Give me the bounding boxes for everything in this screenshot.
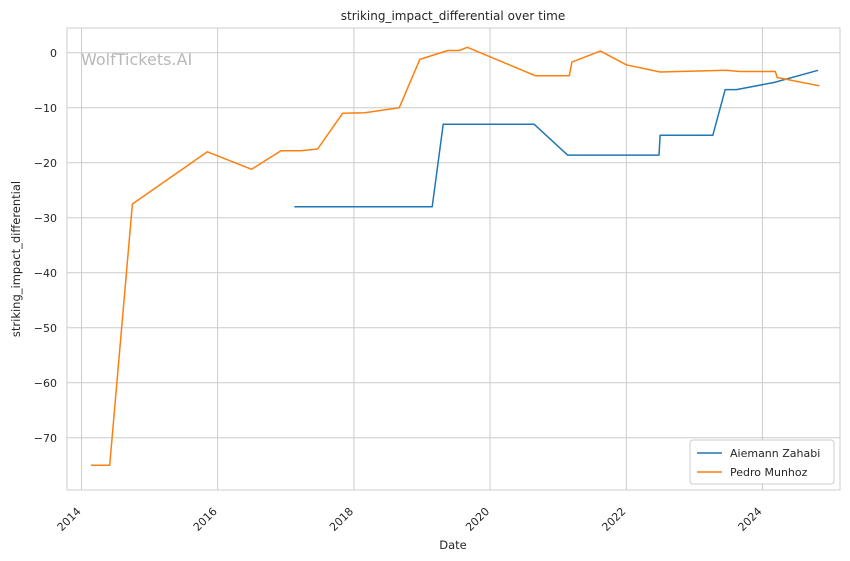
y-axis-label: striking_impact_differential	[9, 181, 23, 337]
y-tick-label: −50	[34, 322, 57, 335]
x-axis-label: Date	[439, 538, 467, 552]
series-line-1	[90, 46, 820, 467]
series-layer	[90, 46, 820, 467]
legend-frame	[689, 439, 835, 485]
y-tick-label: −70	[34, 432, 57, 445]
legend-label-1: Pedro Munhoz	[730, 466, 808, 479]
plot-area: WolfTickets.AI	[66, 27, 841, 491]
y-tick-label: −10	[34, 102, 57, 115]
legend-label-0: Aiemann Zahabi	[730, 447, 820, 460]
y-tick-label: 0	[50, 47, 57, 60]
series-line-0	[294, 69, 819, 208]
grid-lines	[67, 28, 840, 490]
y-tick-label: −20	[34, 157, 57, 170]
chart-title: striking_impact_differential over time	[341, 9, 566, 23]
y-tick-label: −60	[34, 377, 57, 390]
y-tick-label: −30	[34, 212, 57, 225]
y-axis-ticks: 0 −10 −20 −30 −40 −50 −60 −70	[34, 47, 57, 445]
y-tick-label: −40	[34, 267, 57, 280]
watermark-text: WolfTickets.AI	[81, 50, 192, 69]
plot-frame	[66, 27, 841, 491]
legend: Aiemann Zahabi Pedro Munhoz	[689, 439, 835, 485]
